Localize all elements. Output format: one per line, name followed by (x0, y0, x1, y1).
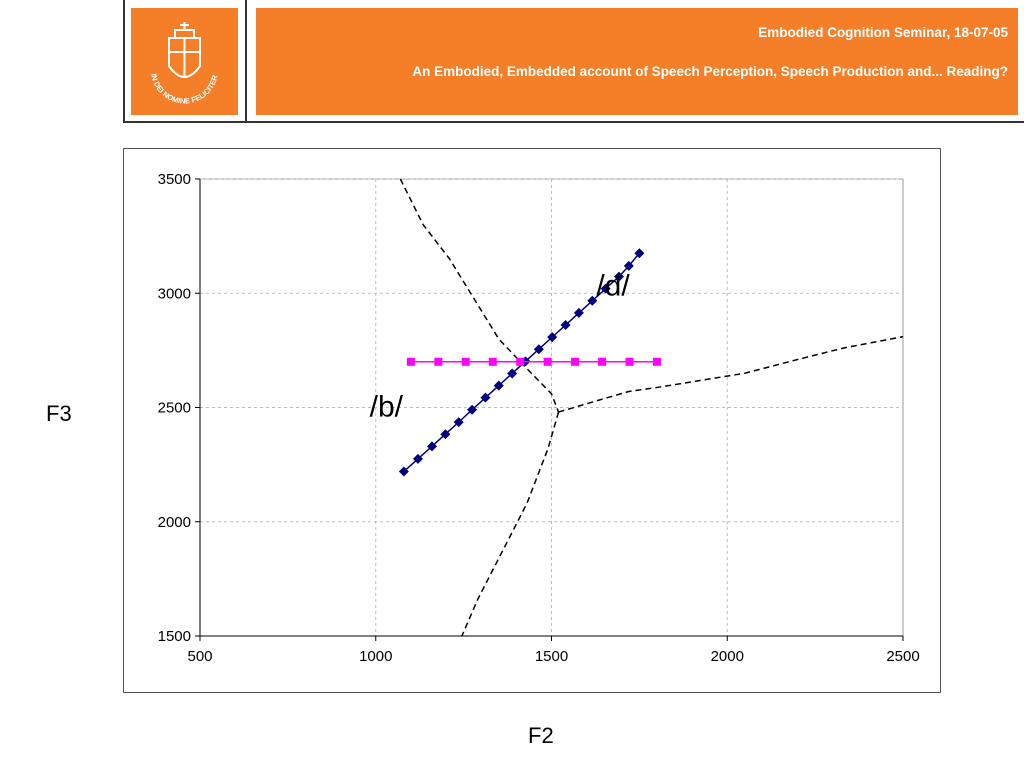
y-tick-label: 1500 (158, 628, 191, 645)
header-divider (245, 0, 247, 121)
data-point-diamond (560, 320, 571, 331)
header-frame: IN DEI NOMINE FELICITER Embodied Cogniti… (123, 0, 1024, 123)
data-point-diamond (600, 283, 611, 294)
data-point-square (571, 357, 580, 366)
chart-frame: 1500 2000 2500 3000 3500 500 1000 1500 2000 2500 … (123, 148, 941, 693)
x-tick-label: 500 (187, 648, 212, 665)
grid-layer (199, 178, 904, 637)
y-axis-title: F3 (46, 401, 72, 426)
category-boundary-line (399, 178, 560, 413)
data-point-square (434, 357, 443, 366)
data-point-diamond (453, 417, 464, 428)
annotation-layer: /d/ /b/ (370, 270, 631, 424)
university-logo: IN DEI NOMINE FELICITER (131, 8, 238, 115)
talk-title: An Embodied, Embedded account of Speech … (412, 64, 1008, 79)
category-boundary-line (558, 335, 904, 413)
data-point-diamond (398, 466, 409, 477)
seminar-label: Embodied Cognition Seminar, 18-07-05 (758, 25, 1008, 40)
phoneme-annotation: /d/ (596, 270, 630, 303)
y-tick-label: 3500 (158, 171, 191, 188)
y-tick-label: 2500 (158, 400, 191, 417)
x-tick-label: 2500 (886, 648, 919, 665)
series-layer (398, 248, 661, 477)
data-point-square (488, 357, 497, 366)
x-tick-label: 1500 (535, 648, 568, 665)
data-point-square (625, 357, 634, 366)
data-point-square (543, 357, 552, 366)
data-point-square (406, 357, 415, 366)
data-point-diamond (587, 295, 598, 306)
data-point-diamond (412, 453, 423, 464)
x-axis-title: F2 (528, 723, 554, 748)
data-point-square (516, 357, 525, 366)
data-point-diamond (533, 344, 544, 355)
x-tick-label: 2000 (711, 648, 744, 665)
category-boundary-line (461, 411, 560, 637)
data-point-diamond (507, 368, 518, 379)
y-tick-label: 3000 (158, 285, 191, 302)
data-point-diamond (573, 307, 584, 318)
y-tick-label: 2000 (158, 514, 191, 531)
data-point-diamond (547, 332, 558, 343)
boundary-layer (399, 178, 904, 637)
data-point-diamond (480, 392, 491, 403)
data-point-diamond (634, 248, 645, 259)
data-point-diamond (440, 429, 451, 440)
x-tick-label: 1000 (359, 648, 392, 665)
phoneme-annotation: /b/ (370, 391, 404, 424)
title-band: Embodied Cognition Seminar, 18-07-05 An … (256, 8, 1018, 115)
data-series (406, 357, 661, 366)
axes-layer: 1500 2000 2500 3000 3500 500 1000 1500 2000 2500 (158, 171, 920, 665)
data-point-diamond (493, 380, 504, 391)
data-point-square (652, 357, 661, 366)
data-point-square (461, 357, 470, 366)
data-point-square (598, 357, 607, 366)
data-point-diamond (623, 260, 634, 271)
data-point-diamond (467, 404, 478, 415)
data-point-diamond (613, 271, 624, 282)
data-point-diamond (426, 441, 437, 452)
logo-emblem-icon: IN DEI NOMINE FELICITER (149, 22, 220, 106)
